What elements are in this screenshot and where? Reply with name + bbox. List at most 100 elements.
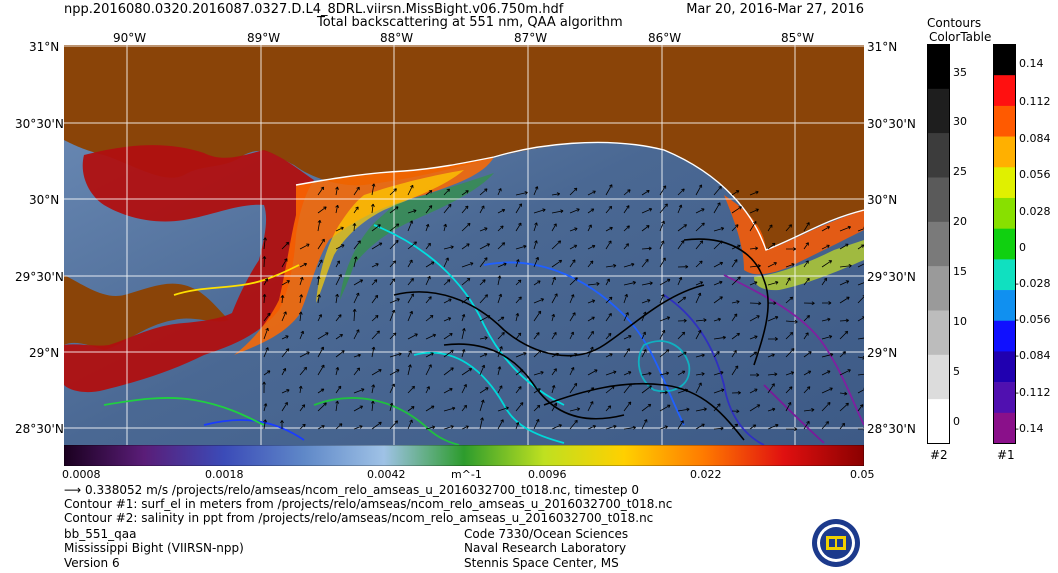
lat-right-31n: 31°N [867,40,898,54]
current-vector-arrow [317,219,322,232]
current-vector-arrow [677,240,685,250]
current-vector-arrow [623,348,630,358]
current-vector-arrow [533,418,540,430]
current-vector-arrow [641,258,649,268]
current-vector-arrow [785,348,795,358]
current-vector-arrow [803,301,815,306]
current-vector-arrow [749,404,761,412]
current-vector-arrow [479,243,491,250]
colorbar-tick-4: 0.022 [690,468,722,481]
vector-legend-text: 0.338052 m/s /projects/relo/amseas/ncom_… [85,483,639,497]
current-vector-arrow [587,224,592,232]
current-vector-arrow [371,294,379,304]
current-vector-arrow [803,370,812,376]
current-vector-arrow [677,224,687,232]
current-vector-arrow [731,224,739,232]
current-vector-arrow [821,277,828,286]
current-vector-arrow [497,406,509,412]
lat-left-29n: 29°N [29,346,60,360]
current-vector-arrow [821,352,834,358]
current-vector-arrow [587,208,595,214]
current-vector-arrow [749,281,758,286]
panel1-tick-0: 0 [1019,241,1026,254]
current-vector-arrow [262,381,266,394]
current-vector-arrow [425,275,431,286]
current-vector-arrow [407,184,414,196]
current-vector-arrow [587,330,594,340]
current-vector-arrow [695,329,702,340]
vector-legend: ⟶ 0.338052 m/s /projects/relo/amseas/nco… [64,483,639,497]
current-vector-arrow [605,184,613,196]
current-vector-arrow [371,346,376,358]
current-vector-arrow [641,208,653,214]
contour-panel-2-colorbar [927,44,950,444]
current-vector-arrow [731,423,739,430]
current-vector-arrow [713,296,723,304]
colortable-title: ColorTable [929,30,992,44]
current-vector-arrow [515,352,527,358]
delta-land [64,275,229,350]
current-vector-arrow [443,367,454,376]
current-vector-arrow [605,205,613,214]
current-vector-arrow [443,298,452,304]
current-vector-arrow [317,294,321,304]
current-vector-arrow [749,220,757,232]
current-vector-arrow [551,223,557,232]
current-vector-arrow [786,247,797,251]
east-coastal-band [724,195,864,275]
current-vector-arrow [749,190,759,196]
product-name: bb_551_qaa [64,527,137,541]
current-vector-arrow [443,203,452,214]
current-vector-arrow [515,402,524,412]
panel1-tick-0.112: 0.112 [1019,95,1051,108]
current-vector-arrow [695,372,705,376]
coastal-green-band [340,173,494,300]
current-vector-arrow [317,314,322,322]
current-vector-arrow [443,188,450,196]
current-vector-arrow [803,420,810,430]
current-vector-arrow [389,260,397,268]
current-vector-arrow [767,423,779,430]
current-vector-arrow [551,331,557,340]
current-vector-arrow [785,277,791,286]
current-vector-arrow [371,421,382,430]
current-vector-arrow [641,311,647,322]
current-vector-arrow [785,401,792,412]
current-vector-arrow [641,385,652,394]
current-vector-arrow [857,244,864,250]
colorbar-tick-3: 0.0096 [528,468,567,481]
current-vector-arrow [785,371,795,376]
current-vector-arrow [533,256,539,268]
current-vector-arrow [767,262,777,268]
current-vector-arrow [713,240,723,250]
current-vector-arrow [659,220,665,232]
current-vector-arrow [731,313,738,322]
current-vector-arrow [803,386,811,394]
current-vector-arrow [425,405,435,412]
current-vector-arrow [731,206,742,214]
current-vector-arrow [389,383,395,394]
current-vector-arrow [713,351,720,358]
current-vector-arrow [407,293,414,304]
p2rects-swatch [927,88,950,134]
current-vector-arrow [569,244,578,250]
current-vector-arrow [605,226,613,232]
current-vector-arrow [857,404,864,412]
current-vector-arrow [821,260,833,268]
current-vector-arrow [821,421,829,430]
p2rects-swatch [927,399,950,444]
current-vector-arrow [677,370,686,376]
p1rects-swatch [993,105,1016,137]
current-vector-arrow [461,222,471,232]
current-vector-arrow [461,313,466,322]
current-vector-arrow [425,261,435,268]
current-vector-arrow [659,329,666,340]
current-vector-arrow [605,424,617,430]
current-vector-arrow [551,192,561,196]
current-vector-arrow [659,425,669,430]
current-vector-arrow [479,387,489,394]
contour2-description: Contour #2: salinity in ppt from /projec… [64,511,654,525]
current-vector-arrow [263,237,267,250]
current-vector-arrow [695,260,703,268]
current-vector-arrow [677,318,687,323]
